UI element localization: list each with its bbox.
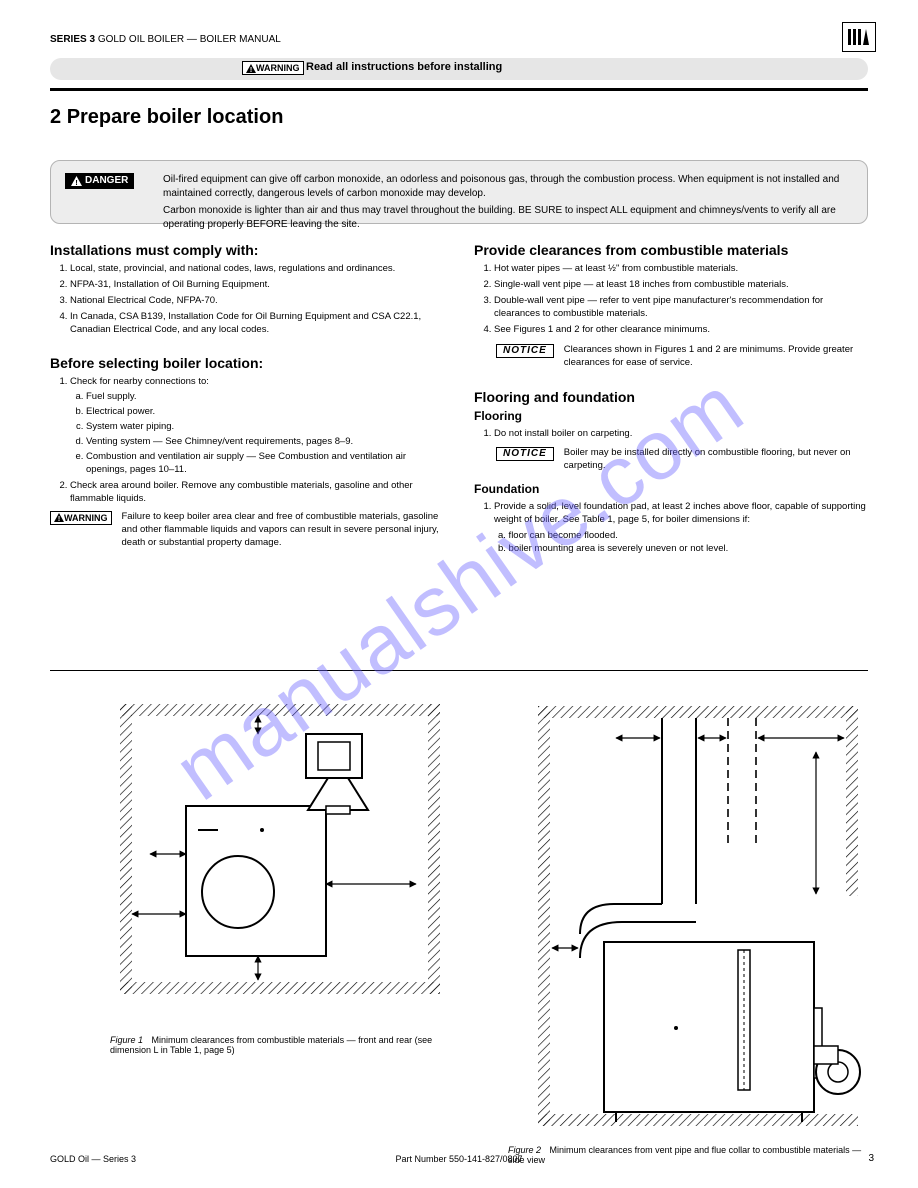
list-item: Check area around boiler. Remove any com… bbox=[70, 479, 444, 505]
header-strip-title: Read all instructions before installing bbox=[306, 61, 502, 73]
list-item: See Figures 1 and 2 for other clearance … bbox=[494, 323, 868, 336]
list-item: Venting system — See Chimney/vent requir… bbox=[86, 435, 444, 448]
notice-badge-2: NOTICE bbox=[496, 447, 554, 461]
list-item: Single-wall vent pipe — at least 18 inch… bbox=[494, 278, 868, 291]
brand-logo bbox=[842, 22, 876, 52]
foundation-sub-b: b. boiler mounting area is severely unev… bbox=[498, 542, 868, 555]
section-title: Prepare boiler location bbox=[67, 106, 284, 128]
figure-1-caption: Figure 1 Minimum clearances from combust… bbox=[110, 1035, 450, 1055]
header-product: GOLD OIL BOILER bbox=[98, 34, 184, 45]
clearance-list: Hot water pipes — at least ½" from combu… bbox=[494, 262, 868, 337]
foundation-list: Provide a solid, level foundation pad, a… bbox=[494, 500, 868, 555]
list-item: Provide a solid, level foundation pad, a… bbox=[494, 500, 868, 555]
figure-2-caption: Figure 2 Minimum clearances from vent pi… bbox=[508, 1145, 868, 1165]
list-item: National Electrical Code, NFPA-70. bbox=[70, 294, 444, 307]
figure-1-svg bbox=[110, 694, 450, 1024]
left-heading-1: Installations must comply with: bbox=[50, 242, 444, 258]
figure-2-caption-text: Minimum clearances from vent pipe and fl… bbox=[508, 1145, 861, 1165]
warning-callout: ! WARNING Failure to keep boiler area cl… bbox=[50, 510, 444, 549]
list-item: Hot water pipes — at least ½" from combu… bbox=[494, 262, 868, 275]
list-item: In Canada, CSA B139, Installation Code f… bbox=[70, 310, 444, 336]
footer-center: Part Number 550-141-827/0807 bbox=[395, 1154, 522, 1164]
notice-1-text: Clearances shown in Figures 1 and 2 are … bbox=[564, 343, 868, 369]
svg-text:!: ! bbox=[75, 178, 78, 186]
list-item: Combustion and ventilation air supply — … bbox=[86, 450, 444, 476]
right-heading-2: Flooring and foundation bbox=[474, 389, 868, 405]
header-manual-kind: — BOILER MANUAL bbox=[187, 34, 281, 45]
list-item: Double-wall vent pipe — refer to vent pi… bbox=[494, 294, 868, 320]
list-item: System water piping. bbox=[86, 420, 444, 433]
flooring-list: Do not install boiler on carpeting. bbox=[494, 427, 868, 440]
notice-badge-1: NOTICE bbox=[496, 344, 554, 358]
left-heading-2: Before selecting boiler location: bbox=[50, 355, 444, 371]
warning-badge-label: WARNING bbox=[256, 61, 300, 75]
warning-badge-inline: ! WARNING bbox=[50, 511, 112, 525]
header-product-line: SERIES 3 GOLD OIL BOILER — BOILER MANUAL bbox=[50, 34, 281, 45]
figure-separator-rule bbox=[50, 670, 868, 671]
list-item: NFPA-31, Installation of Oil Burning Equ… bbox=[70, 278, 444, 291]
danger-badge: ! DANGER bbox=[65, 173, 134, 189]
svg-text:!: ! bbox=[250, 67, 252, 73]
left-column: Installations must comply with: Local, s… bbox=[50, 236, 444, 560]
footer-left: GOLD Oil — Series 3 bbox=[50, 1154, 136, 1164]
danger-callout: ! DANGER Oil-fired equipment can give of… bbox=[50, 160, 868, 224]
foundation-lead: Provide a solid, level foundation pad, a… bbox=[494, 501, 866, 525]
content-columns: Installations must comply with: Local, s… bbox=[50, 236, 868, 560]
subheading-flooring: Flooring bbox=[474, 409, 868, 423]
before-list: Check for nearby connections to: Fuel su… bbox=[70, 375, 444, 506]
figure-2: Figure 2 Minimum clearances from vent pi… bbox=[508, 694, 868, 1165]
figure-1: Figure 1 Minimum clearances from combust… bbox=[110, 694, 450, 1055]
danger-text: Oil-fired equipment can give off carbon … bbox=[163, 173, 849, 231]
list-item-text: Check for nearby connections to: bbox=[70, 376, 209, 387]
warning-badge: ! WARNING bbox=[242, 61, 304, 75]
svg-text:!: ! bbox=[58, 516, 60, 522]
header-strip: ! WARNING Read all instructions before i… bbox=[50, 58, 868, 80]
list-item: Do not install boiler on carpeting. bbox=[494, 427, 868, 440]
list-item: Electrical power. bbox=[86, 405, 444, 418]
section-number: 2 bbox=[50, 106, 61, 128]
notice-callout-1: NOTICE Clearances shown in Figures 1 and… bbox=[496, 343, 868, 369]
warning-callout-text: Failure to keep boiler area clear and fr… bbox=[122, 510, 445, 549]
list-item: Fuel supply. bbox=[86, 390, 444, 403]
list-item: Local, state, provincial, and national c… bbox=[70, 262, 444, 275]
danger-text-2: Carbon monoxide is lighter than air and … bbox=[163, 204, 849, 231]
header-rule bbox=[50, 88, 868, 91]
list-item: Check for nearby connections to: Fuel su… bbox=[70, 375, 444, 477]
right-column: Provide clearances from combustible mate… bbox=[474, 236, 868, 560]
danger-text-1: Oil-fired equipment can give off carbon … bbox=[163, 173, 849, 200]
subheading-foundation: Foundation bbox=[474, 482, 868, 496]
foundation-sub-a: a. floor can become flooded. bbox=[498, 529, 868, 542]
warning-badge-inline-label: WARNING bbox=[64, 511, 108, 525]
figure-2-svg bbox=[508, 694, 868, 1134]
section-heading: 2 Prepare boiler location bbox=[50, 106, 283, 129]
danger-badge-label: DANGER bbox=[85, 173, 128, 189]
header-series: SERIES 3 bbox=[50, 34, 95, 45]
right-heading-1: Provide clearances from combustible mate… bbox=[474, 242, 868, 258]
notice-callout-2: NOTICE Boiler may be installed directly … bbox=[496, 446, 868, 472]
figure-1-caption-text: Minimum clearances from combustible mate… bbox=[110, 1035, 432, 1055]
comply-list: Local, state, provincial, and national c… bbox=[70, 262, 444, 337]
figure-1-caption-label: Figure 1 bbox=[110, 1035, 143, 1045]
notice-2-text: Boiler may be installed directly on comb… bbox=[564, 446, 868, 472]
nearby-list: Fuel supply. Electrical power. System wa… bbox=[86, 390, 444, 477]
page-number: 3 bbox=[868, 1153, 874, 1164]
